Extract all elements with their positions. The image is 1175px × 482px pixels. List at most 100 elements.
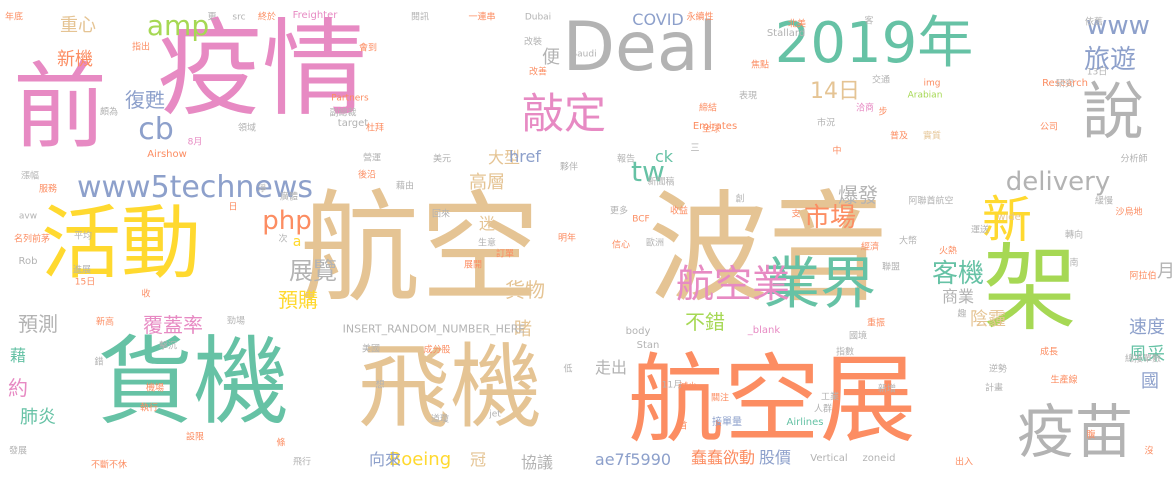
word-covid-54: COVID <box>632 10 684 29</box>
word-cjk-163: 勁場 <box>226 316 246 327</box>
word-cjk-149: 出入 <box>954 457 974 468</box>
word-cjk-96: 終於 <box>257 12 277 23</box>
word-body-80: body <box>625 326 651 337</box>
word-cjk-139: 總接單數 <box>1124 354 1162 365</box>
word-cjk-7: 活動 <box>41 197 201 290</box>
word-cjk-135: 阿拉伯 <box>1129 271 1157 282</box>
word-cjk-115: 普及 <box>889 131 909 142</box>
word-cjk-196: 南 <box>1069 258 1079 269</box>
word-cjk-57: 向來 <box>368 450 402 469</box>
word-cjk-168: 名列前茅 <box>13 234 51 245</box>
word-cjk-155: 道瓊 <box>430 414 450 425</box>
word-cjk-2: 航空 <box>300 180 540 319</box>
word-bcf-83: BCF <box>632 214 650 225</box>
word-cjk-165: 收 <box>141 289 151 300</box>
word-13-90: 13日 <box>1086 67 1108 78</box>
word-cjk-128: 緩慢 <box>1094 196 1114 207</box>
word-cjk-157: 發展 <box>8 446 28 457</box>
word-cjk-102: 依舊 <box>1084 17 1104 28</box>
word-cjk-12: 疫苗 <box>1016 398 1134 466</box>
word-cjk-107: 研究 <box>1055 79 1075 90</box>
word-cjk-156: 飛行 <box>292 457 312 468</box>
word-cjk-48: 月 <box>1157 261 1175 282</box>
word-cjk-95: 更 <box>207 12 217 23</box>
word-img-87: img <box>923 78 941 89</box>
word-cjk-49: 走出 <box>594 358 628 377</box>
word-cjk-133: 經濟 <box>860 242 880 253</box>
word-partners-76: Partners <box>331 93 369 104</box>
word-vertical-78: Vertical <box>810 453 848 464</box>
word-cjk-97: 會到 <box>358 43 378 54</box>
word-cjk-184: 更多 <box>609 206 629 217</box>
word-freighter-68: Freighter <box>292 10 338 21</box>
word-cjk-112: 表現 <box>738 91 758 102</box>
word-www-19: www <box>1086 11 1150 41</box>
word-cjk-60: 蠢蠢欲動 <box>690 448 756 467</box>
word-cjk-144: 減少 <box>678 382 698 393</box>
word-cjk-37: 預測 <box>18 312 58 336</box>
word-cjk-169: 日 <box>228 202 238 213</box>
word-cjk-188: 中 <box>832 146 842 157</box>
word-amp-21: amp <box>146 9 210 42</box>
word-tw-24: tw <box>631 155 665 188</box>
word-saudi-69: Saudi <box>571 49 597 60</box>
word-cjk-93: 年底 <box>4 12 24 23</box>
word-cjk-152: 成分股 <box>423 345 451 356</box>
word-research-72: Research <box>1042 78 1088 89</box>
word-cjk-108: 領域 <box>237 123 257 134</box>
word-cjk-33: 復甦 <box>125 88 165 112</box>
word-cjk-172: 藉由 <box>395 181 415 192</box>
word-cjk-1: 疫情 <box>156 8 368 131</box>
word-cjk-154: 首 <box>678 421 688 432</box>
word-cjk-44: 約 <box>8 376 28 400</box>
word-cjk-16: 敲定 <box>521 89 607 138</box>
word-cjk-146: 工業 <box>820 392 840 403</box>
word-cjk-120: 營運 <box>362 153 382 164</box>
word-cjk-31: 重心 <box>60 15 96 36</box>
word-cjk-173: 漲幅 <box>20 171 40 182</box>
word-cjk-191: 客 <box>864 16 874 27</box>
word-cjk-109: 副總裁 <box>329 108 357 119</box>
word-stan-81: Stan <box>636 340 660 351</box>
word-2019-10: 2019年 <box>774 11 974 76</box>
word-avw-85: avw <box>18 211 38 222</box>
word-cjk-114: 洽商 <box>855 103 875 114</box>
word-cjk-45: 肺炎 <box>20 407 56 428</box>
word-cjk-193: 支 <box>791 209 801 220</box>
word-cjk-99: 一連串 <box>468 12 496 23</box>
word-airlines-67: Airlines <box>786 417 824 428</box>
word-cjk-148: 新增 <box>877 384 897 395</box>
word-cjk-46: 藉 <box>9 346 27 365</box>
word-cjk-15: 新 <box>982 191 1032 249</box>
word-cjk-162: 擊沉 <box>158 341 178 352</box>
word-cjk-142: 計畫 <box>984 383 1004 394</box>
word-cjk-20: 旅遊 <box>1083 45 1137 75</box>
word-cjk-39: 不錯 <box>685 310 725 334</box>
word-a-63: a <box>292 234 302 250</box>
word-cjk-177: 生意 <box>477 238 497 249</box>
word-wide-88: wide <box>997 212 1021 223</box>
word-cb-22: cb <box>138 112 174 147</box>
word-cjk-38: 覆蓋率 <box>143 313 203 337</box>
word-delivery-18: delivery <box>1005 167 1111 197</box>
word-cjk-43: 國 <box>1141 371 1159 392</box>
word-airshow-75: Airshow <box>147 149 187 160</box>
word-cjk-103: 改裝 <box>523 37 543 48</box>
word-cjk-194: 錯 <box>94 357 104 368</box>
word-cjk-153: 低 <box>563 364 573 375</box>
word-8-89: 8月 <box>187 137 203 148</box>
word-cjk-11: 說 <box>1081 75 1145 148</box>
word-14-23: 14日 <box>810 79 860 104</box>
word-cjk-40: 風采 <box>1129 344 1165 365</box>
word-cjk-25: 市場 <box>803 203 857 233</box>
word-cjk-98: 閱訊 <box>410 12 430 23</box>
word-cjk-176: 回來 <box>431 209 451 220</box>
word-cjk-143: 生產線 <box>1050 375 1078 386</box>
word-cjk-5: 飛機 <box>357 334 543 441</box>
word-href-52: href <box>509 147 541 166</box>
word-cjk-94: 指出 <box>131 42 151 53</box>
word-cjk-113: 市況 <box>816 118 836 129</box>
word-cjk-178: 訂單 <box>495 249 515 260</box>
word-cjk-42: 商業 <box>941 287 975 306</box>
word-cjk-106: 交通 <box>871 75 891 86</box>
